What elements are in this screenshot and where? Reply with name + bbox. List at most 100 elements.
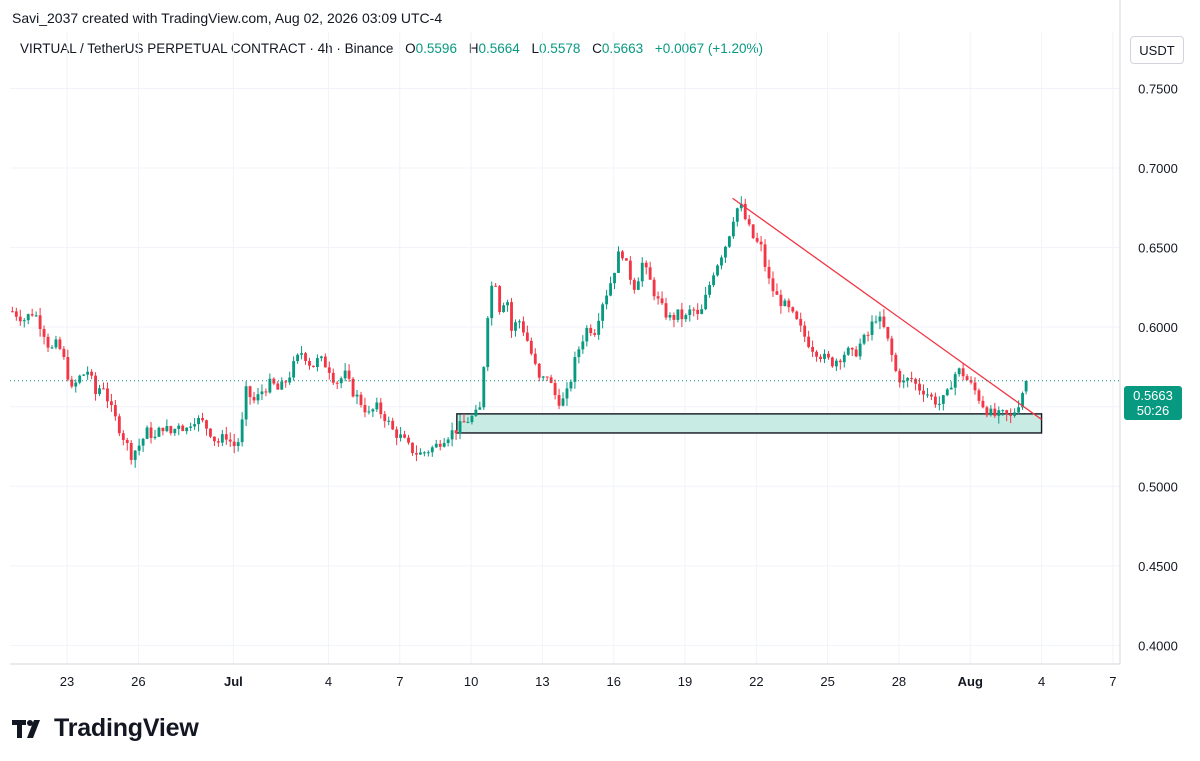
candle-body: [537, 363, 541, 378]
candle-body: [284, 381, 288, 383]
candle-body: [514, 322, 517, 331]
candle-body: [173, 428, 177, 434]
price-axis[interactable]: 0.75000.70000.65000.60000.55000.50000.45…: [1119, 0, 1178, 664]
trendline-segment: [732, 197, 1042, 420]
candle-body: [264, 391, 268, 393]
candle-body: [165, 426, 169, 432]
candle-body: [933, 396, 937, 405]
candle-body: [161, 427, 165, 432]
candle-body: [308, 360, 311, 366]
candle-body: [486, 318, 490, 368]
candle-body: [783, 300, 787, 307]
candle-body: [450, 430, 454, 440]
tradingview-logo: TradingView: [12, 714, 199, 743]
candle-body: [727, 236, 731, 247]
candle-body: [240, 419, 244, 443]
candle-body: [581, 341, 585, 350]
candle-body: [838, 360, 842, 363]
candle-body: [993, 408, 997, 416]
candle-body: [113, 405, 117, 417]
candle-body: [593, 333, 597, 335]
candle-body: [339, 378, 343, 384]
candle-body: [280, 381, 284, 390]
candle-body: [688, 309, 692, 316]
candle-body: [724, 246, 727, 258]
candle-body: [50, 347, 54, 349]
last-price-tag-box: [1124, 386, 1182, 420]
candle-body: [141, 438, 145, 446]
candle-body: [74, 382, 78, 387]
candle-body: [82, 374, 86, 376]
candle-body: [739, 203, 743, 209]
candle-body: [34, 315, 38, 317]
candle-body: [886, 326, 890, 339]
candle-body: [276, 383, 280, 390]
candle-body: [482, 367, 486, 408]
candle-body: [94, 375, 97, 395]
candle-body: [680, 309, 684, 320]
candle-body: [791, 307, 795, 312]
support-zone[interactable]: [456, 413, 1043, 434]
candle-body: [300, 353, 303, 355]
candle-body: [787, 300, 791, 308]
candle-body: [415, 453, 418, 455]
support-zone-rect: [456, 413, 1043, 434]
candle-body: [854, 349, 858, 357]
candle-body: [193, 424, 197, 427]
candle-body: [553, 382, 557, 396]
time-axis[interactable]: 23 26 Jul 4 7 10 13 16 19 22 25 28 Aug 4 7: [10, 663, 1120, 689]
candle-body: [771, 278, 775, 292]
candle-body: [807, 336, 811, 348]
candle-body: [363, 404, 367, 413]
candle-body: [902, 380, 906, 383]
trendline[interactable]: [732, 197, 1042, 420]
candle-body: [830, 357, 834, 367]
candle-body: [712, 275, 715, 286]
time-tick-label: 28: [892, 674, 906, 689]
symbol-title[interactable]: VIRTUAL / TetherUS PERPETUAL CONTRACT · …: [20, 41, 394, 56]
high-label: H: [468, 41, 479, 56]
candle-body: [474, 409, 478, 416]
candle-body: [656, 296, 660, 299]
candle-body: [577, 349, 581, 358]
candle-body: [557, 395, 561, 406]
candle-body: [799, 319, 803, 326]
candle-body: [177, 425, 181, 429]
candle-body: [153, 436, 157, 438]
candle-body: [367, 411, 371, 413]
candle-body: [90, 371, 94, 376]
candle-body: [399, 434, 403, 438]
time-tick-label: 23: [60, 674, 74, 689]
price-tick-label: 0.7000: [1138, 161, 1178, 176]
candle-body: [236, 442, 240, 447]
candle-body: [569, 381, 573, 389]
candle-body: [922, 390, 925, 395]
candle-body: [109, 401, 113, 406]
candle-body: [169, 426, 173, 434]
candle-body: [296, 354, 300, 362]
candle-body: [30, 314, 34, 316]
candle-body: [914, 379, 918, 384]
candle-body: [704, 294, 708, 310]
candle-body: [248, 386, 252, 398]
candle-body: [930, 394, 933, 397]
tradingview-logo-text: TradingView: [54, 714, 199, 742]
candle-body: [597, 320, 601, 335]
candle-body: [86, 371, 90, 375]
candle-body: [850, 347, 854, 350]
candle-body: [418, 452, 422, 455]
candle-body: [209, 428, 212, 437]
candle-body: [541, 376, 545, 378]
candle-body: [434, 443, 438, 448]
candle-body: [157, 427, 161, 437]
time-tick-label: 7: [396, 674, 403, 689]
candle-body: [589, 327, 593, 334]
candle-body: [811, 347, 815, 352]
time-tick-label: 7: [1109, 674, 1116, 689]
currency-button[interactable]: USDT: [1130, 36, 1184, 64]
candle-body: [26, 314, 30, 321]
candle-body: [133, 450, 137, 460]
candle-body: [430, 447, 434, 453]
candle-body: [498, 286, 502, 313]
